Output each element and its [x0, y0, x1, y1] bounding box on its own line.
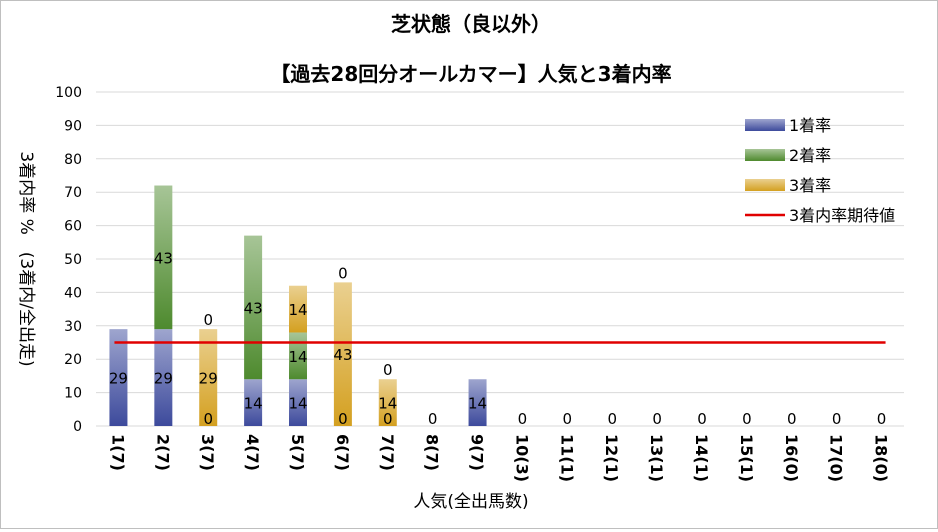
x-tick-label: 12(1) [602, 434, 621, 482]
data-label: 0 [203, 311, 213, 329]
x-tick-label: 14(1) [692, 434, 711, 482]
bar-segment [289, 379, 307, 426]
bar-segment [154, 185, 173, 330]
chart-subtitle: 【過去28回分オールカマー】人気と3着内率 [270, 62, 671, 86]
y-tick-label: 10 [64, 386, 82, 402]
x-tick-label: 16(0) [782, 434, 801, 482]
y-tick-label: 40 [64, 285, 82, 301]
data-label: 29 [199, 370, 218, 388]
y-axis-label: 3着内率 % (3着内/全出走) [16, 151, 36, 366]
bar-segment [154, 329, 173, 426]
x-tick-label: 3(7) [198, 434, 217, 471]
data-label: 0 [563, 410, 573, 428]
data-label: 0 [338, 410, 348, 428]
y-tick-label: 70 [64, 185, 82, 201]
legend-label: 3着率 [789, 176, 831, 195]
y-tick-label: 0 [73, 419, 82, 435]
data-label: 0 [877, 410, 887, 428]
bar-segment [378, 379, 397, 426]
data-label: 0 [742, 410, 752, 428]
x-tick-label: 8(7) [423, 434, 442, 471]
bar-segment [199, 329, 218, 426]
bar-segment [244, 379, 263, 426]
data-label: 14 [468, 395, 487, 413]
x-tick-label: 10(3) [512, 434, 531, 482]
data-label: 0 [383, 410, 393, 428]
bar-segment [333, 282, 352, 426]
x-tick-label: 1(7) [108, 434, 127, 471]
data-label: 0 [203, 410, 213, 428]
y-tick-label: 80 [64, 152, 82, 168]
data-label: 14 [288, 348, 307, 366]
x-tick-label: 4(7) [243, 434, 262, 471]
y-tick-label: 60 [64, 219, 82, 235]
data-label: 0 [787, 410, 797, 428]
legend-label: 3着内率期待値 [789, 206, 895, 225]
bar-segment [289, 285, 307, 333]
y-tick-label: 90 [64, 118, 82, 134]
data-label: 0 [428, 410, 438, 428]
x-tick-label: 17(0) [827, 434, 846, 482]
data-label: 43 [154, 249, 173, 267]
data-label: 0 [697, 410, 707, 428]
legend-label: 1着率 [789, 116, 831, 135]
data-label: 43 [244, 299, 263, 317]
legend-label: 2着率 [789, 146, 831, 165]
chart-title: 芝状態（良以外） [391, 12, 551, 36]
legend-swatch [745, 179, 785, 191]
x-tick-label: 11(1) [557, 434, 576, 482]
data-label: 14 [244, 395, 263, 413]
x-tick-label: 9(7) [468, 434, 487, 471]
x-tick-label: 18(0) [872, 434, 891, 482]
x-tick-label: 5(7) [288, 434, 307, 471]
y-tick-label: 30 [64, 319, 82, 335]
legend: 1着率 2着率 3着率 3着内率期待値 [745, 116, 895, 225]
data-label: 0 [518, 410, 528, 428]
x-tick-label: 2(7) [153, 434, 172, 471]
x-tick-label: 13(1) [647, 434, 666, 482]
data-label: 29 [154, 370, 173, 388]
bar-segment [109, 329, 128, 426]
legend-swatch [745, 149, 785, 161]
data-label: 0 [832, 410, 842, 428]
data-label: 0 [652, 410, 662, 428]
data-label: 14 [288, 395, 307, 413]
x-tick-label: 15(1) [737, 434, 756, 482]
y-tick-label: 20 [64, 352, 82, 368]
data-label: 29 [109, 370, 128, 388]
x-axis-ticks: 1(7) 2(7) 3(7) 4(7) 5(7) 6(7) 7(7) 8(7) 9(7) 10(3… [108, 434, 890, 482]
bar-segment [289, 332, 307, 380]
bars [109, 185, 487, 426]
bar-segment [468, 379, 487, 426]
data-label: 0 [607, 410, 617, 428]
x-tick-label: 7(7) [378, 434, 397, 471]
data-label: 43 [333, 346, 352, 364]
legend-swatch [745, 119, 785, 131]
data-label: 0 [383, 361, 393, 379]
data-label: 14 [378, 395, 397, 413]
y-axis-ticks: 0 10 20 30 40 50 60 70 80 90 100 [55, 85, 82, 435]
y-tick-label: 100 [55, 85, 82, 101]
x-axis-label: 人気(全出馬数) [413, 492, 528, 512]
data-label: 14 [288, 301, 307, 319]
x-tick-label: 6(7) [333, 434, 352, 471]
y-tick-label: 50 [64, 252, 82, 268]
data-label: 0 [338, 264, 348, 282]
